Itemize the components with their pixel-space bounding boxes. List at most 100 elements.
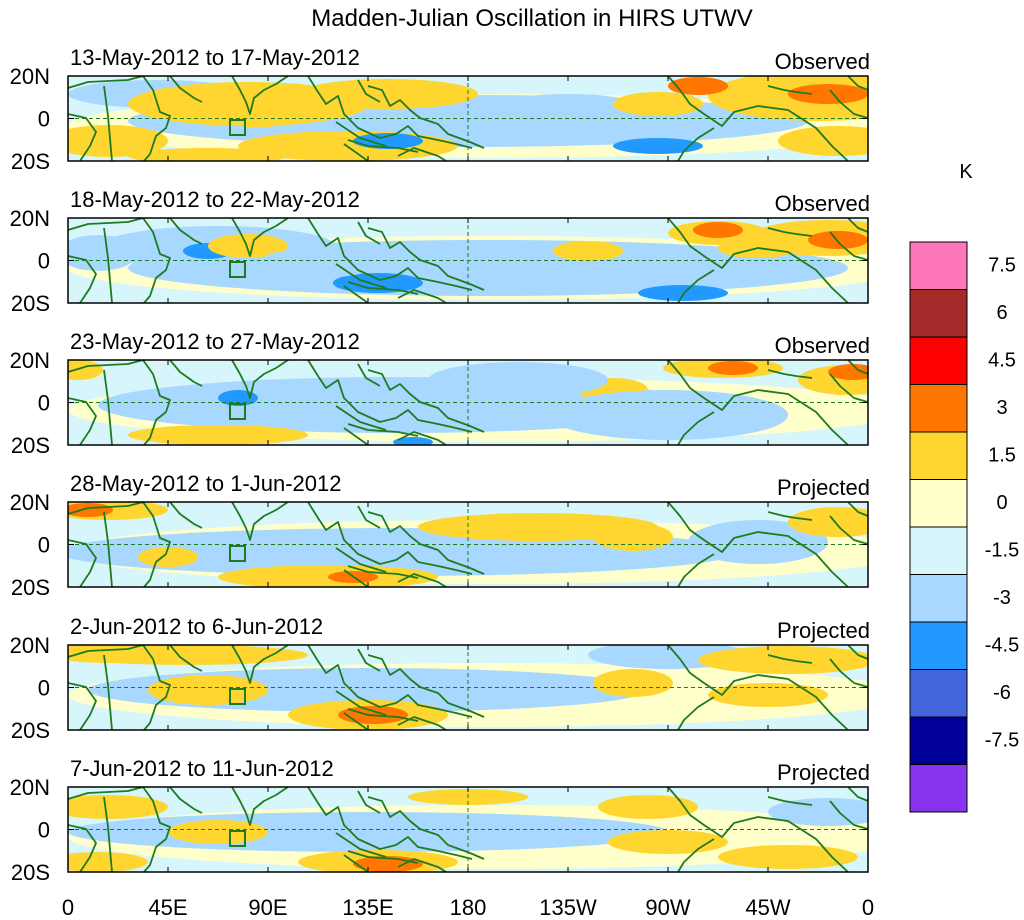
coastline (231, 645, 289, 684)
anomaly-contour (228, 104, 288, 128)
longitude-axis: 0 45E 90E 135E 180 135W 90W 45W 0 (62, 895, 874, 920)
anomaly-contour (808, 231, 868, 249)
anomaly-contour (668, 77, 728, 95)
lon-label: 180 (450, 895, 487, 920)
coastline (103, 654, 113, 730)
coastline (231, 218, 289, 257)
region-box (229, 403, 246, 420)
coastline (103, 85, 113, 161)
anomaly-contour (693, 222, 743, 238)
colorbar-swatch (909, 431, 968, 480)
coastline (343, 712, 447, 730)
map-panels: 13-May-2012 to 17-May-2012 Observed 20N 0 20… (10, 45, 870, 885)
lon-label: 45W (745, 895, 790, 920)
coastline (667, 787, 849, 872)
lat-label: 20N (10, 348, 50, 373)
coastline (231, 360, 289, 399)
coastline (103, 796, 113, 872)
lon-label: 135E (342, 895, 393, 920)
colorbar-tick-label: -1.5 (985, 540, 1019, 562)
lat-label: 20S (11, 291, 50, 316)
coastline (169, 218, 203, 245)
coastline (169, 76, 203, 103)
lat-label: 20S (11, 575, 50, 600)
coastline (231, 787, 289, 826)
anomaly-contour (613, 92, 703, 116)
colorbar-swatch (909, 764, 968, 813)
coastline (103, 511, 113, 587)
coastline (677, 511, 813, 587)
coastline (68, 645, 171, 730)
lat-label: 20S (11, 718, 50, 743)
panel-date-range: 18-May-2012 to 22-May-2012 (70, 187, 360, 212)
coastline (307, 76, 473, 149)
anomaly-contour (168, 820, 268, 844)
panel-status: Observed (775, 49, 870, 74)
panel-status: Observed (775, 191, 870, 216)
anomaly-contour (68, 795, 168, 819)
anomaly-contour (598, 795, 698, 819)
coastline (307, 787, 473, 860)
anomaly-contour (498, 94, 638, 118)
lat-label: 0 (38, 249, 50, 274)
panel-status: Projected (777, 760, 870, 785)
lat-label: 20S (11, 860, 50, 885)
map-panel: 18-May-2012 to 22-May-2012 Observed 20N 0 20… (10, 187, 870, 316)
coastline (677, 796, 813, 872)
lat-label: 20N (10, 490, 50, 515)
coastline (667, 76, 849, 161)
coastline (677, 85, 813, 161)
anomaly-contour (788, 84, 868, 104)
colorbar: K 7.5 6 4.5 3 1.5 0 -1.5 -3 -4.5 -6 -7.5 (909, 161, 1019, 813)
lat-label: 20N (10, 206, 50, 231)
colorbar-tick-label: 0 (996, 492, 1007, 514)
lat-label: 0 (38, 391, 50, 416)
lat-label: 0 (38, 818, 50, 843)
anomaly-contour (788, 507, 868, 537)
anomaly-contour (258, 248, 378, 278)
map-panel: 23-May-2012 to 27-May-2012 Observed 20N 0 20… (10, 329, 870, 458)
colorbar-tick-label: 6 (996, 302, 1007, 324)
coastline (667, 360, 849, 445)
coastline (307, 502, 473, 575)
anomaly-contour (418, 513, 658, 541)
coastline (169, 502, 203, 529)
colorbar-swatch (909, 669, 968, 718)
colorbar-tick-label: -3 (993, 587, 1011, 609)
lat-label: 20N (10, 64, 50, 89)
colorbar-swatch (909, 526, 968, 575)
panel-date-range: 23-May-2012 to 27-May-2012 (70, 329, 360, 354)
colorbar-tick-label: 1.5 (988, 445, 1016, 467)
map-panel: 7-Jun-2012 to 11-Jun-2012 Projected 20N 0 20… (10, 756, 870, 885)
colorbar-swatch (909, 289, 968, 338)
coastline (343, 427, 447, 445)
lon-label: 45E (148, 895, 187, 920)
lat-label: 20N (10, 633, 50, 658)
anomaly-contour (593, 669, 673, 697)
colorbar-swatch (909, 479, 968, 528)
colorbar-swatch (909, 716, 968, 765)
coastline (103, 227, 113, 303)
colorbar-tick-label: -4.5 (985, 635, 1019, 657)
lon-label: 0 (862, 895, 874, 920)
panel-date-range: 13-May-2012 to 17-May-2012 (70, 45, 360, 70)
coastline (343, 285, 447, 303)
colorbar-swatch (909, 574, 968, 623)
colorbar-tick-label: -7.5 (985, 730, 1019, 752)
anomaly-contour (68, 852, 148, 872)
lat-label: 20S (11, 433, 50, 458)
anomaly-contour (708, 361, 758, 375)
anomaly-contour (68, 235, 138, 271)
colorbar-swatch (909, 336, 968, 385)
map-panel: 2-Jun-2012 to 6-Jun-2012 Projected 20N 0 20S (10, 614, 870, 743)
anomaly-contour (698, 646, 868, 674)
region-box (229, 688, 246, 705)
anomaly-contour (208, 234, 288, 258)
coastline (667, 502, 849, 587)
coastline (68, 502, 171, 587)
colorbar-unit: K (959, 161, 973, 183)
lon-label: 90W (645, 895, 690, 920)
anomaly-contour (428, 362, 608, 398)
anomaly-contour (393, 437, 433, 445)
